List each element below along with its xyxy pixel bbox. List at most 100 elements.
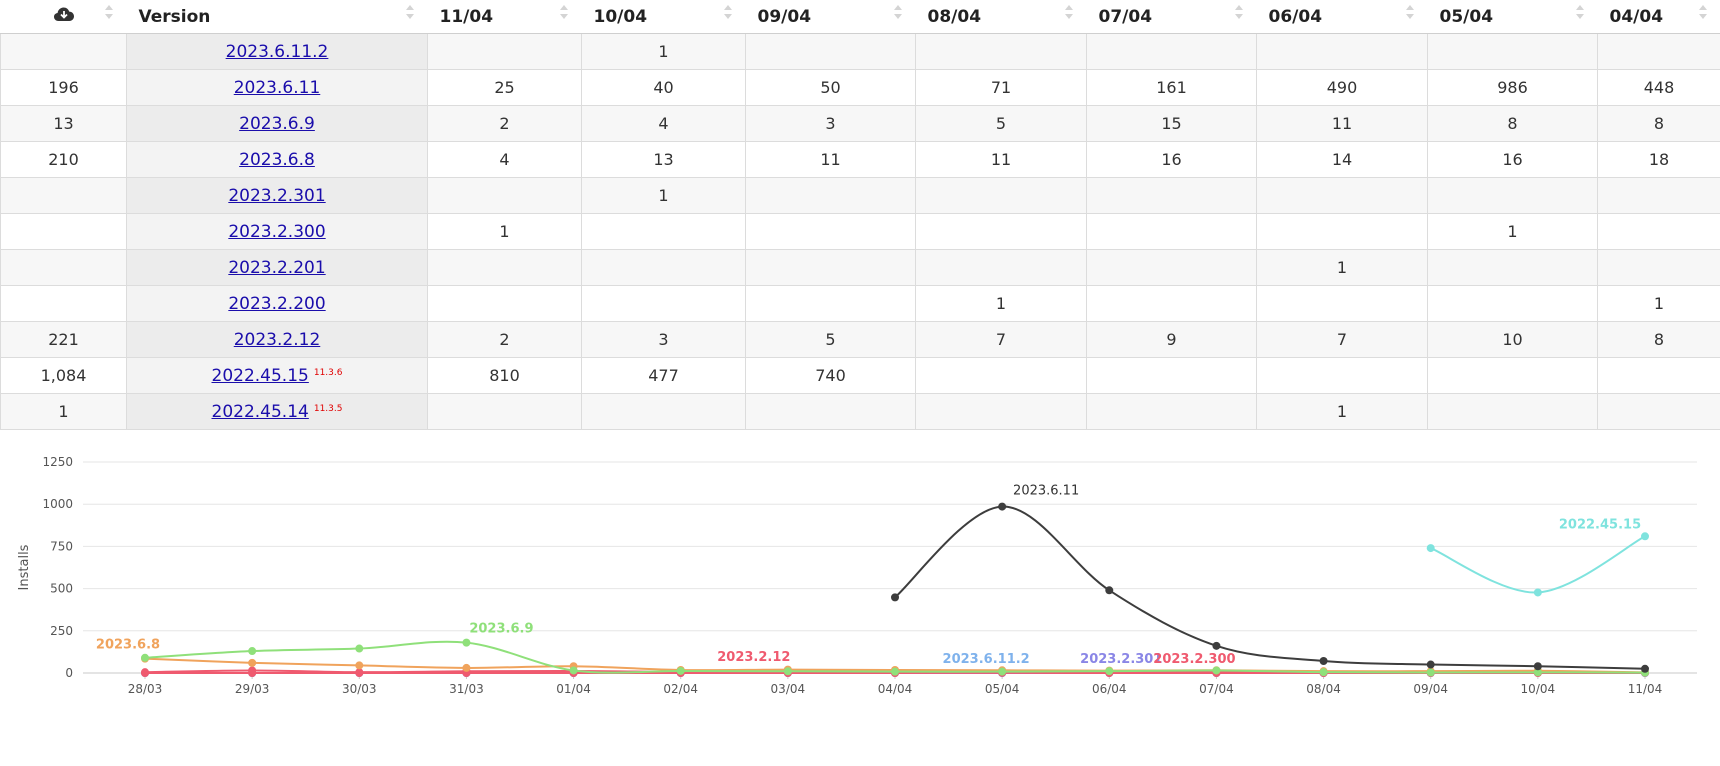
sort-icon[interactable] bbox=[104, 3, 113, 21]
daily-installs-cell bbox=[1427, 33, 1598, 70]
date-column-header[interactable]: 04/04 bbox=[1597, 0, 1720, 34]
daily-installs-cell: 13 bbox=[581, 141, 746, 178]
daily-installs-cell bbox=[915, 177, 1087, 214]
total-installs-cell bbox=[0, 249, 127, 286]
y-tick-label: 750 bbox=[50, 539, 73, 553]
date-column-header[interactable]: 11/04 bbox=[427, 0, 582, 34]
download-column-header[interactable] bbox=[0, 0, 127, 34]
version-link[interactable]: 2023.6.9 bbox=[239, 113, 315, 134]
y-tick-label: 0 bbox=[65, 666, 73, 680]
os-version-badge: 11.3.5 bbox=[313, 403, 343, 414]
daily-installs-cell bbox=[427, 393, 582, 430]
version-link[interactable]: 2023.2.301 bbox=[228, 185, 326, 206]
version-cell: 2023.6.9 bbox=[126, 105, 428, 142]
total-installs-cell bbox=[0, 33, 127, 70]
daily-installs-cell bbox=[1597, 177, 1720, 214]
version-link[interactable]: 2023.2.201 bbox=[228, 257, 326, 278]
data-point bbox=[783, 667, 792, 676]
sort-icon[interactable] bbox=[723, 3, 732, 21]
sort-icon[interactable] bbox=[1575, 3, 1584, 21]
daily-installs-cell: 8 bbox=[1597, 105, 1720, 142]
table-row: 2023.6.11.2 1 bbox=[0, 33, 1720, 70]
date-column-header[interactable]: 09/04 bbox=[745, 0, 916, 34]
daily-installs-cell: 161 bbox=[1086, 69, 1257, 106]
daily-installs-cell: 1 bbox=[1256, 393, 1428, 430]
data-point bbox=[1319, 668, 1328, 677]
daily-installs-cell: 15 bbox=[1086, 105, 1257, 142]
table-row: 221 2023.2.12 2 3 5 7 9 7 10 8 bbox=[0, 321, 1720, 358]
data-point bbox=[141, 653, 149, 662]
sort-icon[interactable] bbox=[1234, 3, 1243, 21]
version-column-header[interactable]: Version bbox=[126, 0, 428, 34]
sort-icon[interactable] bbox=[559, 3, 568, 21]
daily-installs-cell bbox=[1256, 285, 1428, 322]
data-point bbox=[1319, 657, 1328, 666]
data-point bbox=[355, 644, 364, 653]
sort-icon[interactable] bbox=[1405, 3, 1414, 21]
version-link[interactable]: 2023.2.200 bbox=[228, 293, 326, 314]
sort-icon[interactable] bbox=[893, 3, 902, 21]
version-link[interactable]: 2023.6.8 bbox=[239, 149, 315, 170]
version-link[interactable]: 2023.6.11.2 bbox=[225, 41, 329, 62]
version-link[interactable]: 2023.6.11 bbox=[233, 77, 321, 98]
date-header-label: 06/04 bbox=[1268, 6, 1323, 27]
daily-installs-cell bbox=[1427, 357, 1598, 394]
chart-axes: 0 250 500 750 1000 1250 28/03 29/03 30/03 31/03 01… bbox=[17, 455, 1697, 696]
daily-installs-cell: 5 bbox=[915, 105, 1087, 142]
cloud-download-icon[interactable] bbox=[53, 6, 75, 27]
date-column-header[interactable]: 05/04 bbox=[1427, 0, 1598, 34]
table-row: 210 2023.6.8 4 13 11 11 16 14 16 18 bbox=[0, 141, 1720, 178]
date-column-header[interactable]: 08/04 bbox=[915, 0, 1087, 34]
daily-installs-cell: 71 bbox=[915, 69, 1087, 106]
data-point bbox=[1533, 668, 1542, 677]
sort-icon[interactable] bbox=[1698, 3, 1707, 21]
daily-installs-cell bbox=[1256, 213, 1428, 250]
daily-installs-cell bbox=[581, 393, 746, 430]
date-column-header[interactable]: 10/04 bbox=[581, 0, 746, 34]
version-link[interactable]: 2022.45.15 bbox=[211, 365, 309, 386]
daily-installs-cell: 14 bbox=[1256, 141, 1428, 178]
x-tick-label: 08/04 bbox=[1306, 682, 1341, 696]
data-point bbox=[248, 647, 257, 656]
version-cell: 2023.2.12 bbox=[126, 321, 428, 358]
data-point bbox=[1641, 532, 1649, 541]
daily-installs-cell bbox=[1086, 249, 1257, 286]
daily-installs-cell: 1 bbox=[1427, 213, 1598, 250]
version-link[interactable]: 2023.2.300 bbox=[228, 221, 326, 242]
x-tick-label: 04/04 bbox=[878, 682, 913, 696]
data-point bbox=[462, 638, 471, 647]
version-cell: 2023.2.201 bbox=[126, 249, 428, 286]
daily-installs-cell bbox=[1597, 249, 1720, 286]
daily-installs-cell: 4 bbox=[581, 105, 746, 142]
daily-installs-cell: 986 bbox=[1427, 69, 1598, 106]
daily-installs-cell: 50 bbox=[745, 69, 916, 106]
daily-installs-cell bbox=[745, 213, 916, 250]
version-cell: 2023.2.301 bbox=[126, 177, 428, 214]
os-version-badge: 11.3.6 bbox=[313, 367, 343, 378]
daily-installs-cell bbox=[1597, 213, 1720, 250]
sort-icon[interactable] bbox=[1064, 3, 1073, 21]
total-installs-cell: 13 bbox=[0, 105, 127, 142]
version-link[interactable]: 2022.45.14 bbox=[211, 401, 309, 422]
data-point bbox=[1533, 588, 1542, 597]
table-row: 1,084 2022.45.15 11.3.6 810 477 740 bbox=[0, 357, 1720, 394]
total-installs-cell: 221 bbox=[0, 321, 127, 358]
y-axis-label: Installs bbox=[17, 544, 32, 590]
series-label: 2022.45.15 bbox=[1559, 517, 1641, 532]
date-column-header[interactable]: 07/04 bbox=[1086, 0, 1257, 34]
data-point bbox=[1426, 668, 1435, 677]
daily-installs-cell bbox=[745, 285, 916, 322]
series-line bbox=[894, 505, 1646, 670]
sort-icon[interactable] bbox=[405, 3, 414, 21]
table-row: 13 2023.6.9 2 4 3 5 15 11 8 8 bbox=[0, 105, 1720, 142]
date-column-header[interactable]: 06/04 bbox=[1256, 0, 1428, 34]
version-cell: 2022.45.14 11.3.5 bbox=[126, 393, 428, 430]
version-link[interactable]: 2023.2.12 bbox=[233, 329, 321, 350]
daily-installs-cell: 8 bbox=[1427, 105, 1598, 142]
data-point bbox=[355, 668, 364, 677]
daily-installs-cell: 1 bbox=[581, 33, 746, 70]
daily-installs-cell bbox=[915, 33, 1087, 70]
daily-installs-cell bbox=[915, 213, 1087, 250]
daily-installs-cell: 1 bbox=[427, 213, 582, 250]
